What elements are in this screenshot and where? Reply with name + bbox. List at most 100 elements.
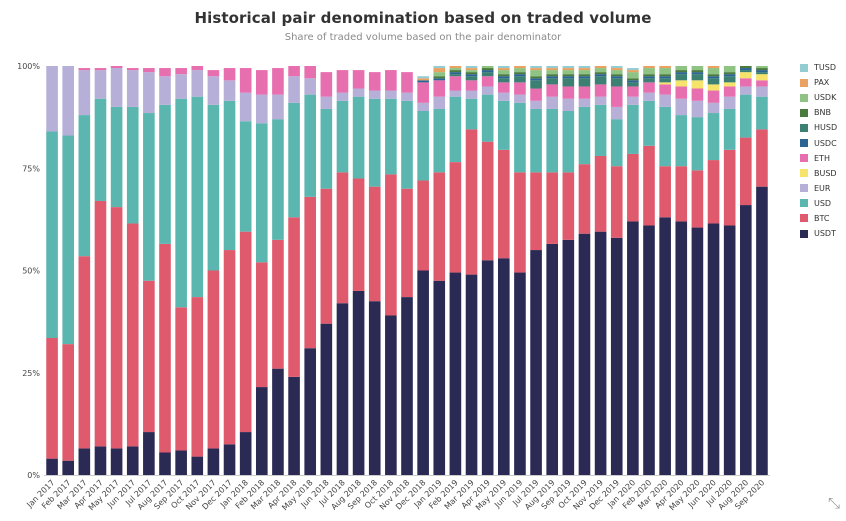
bar-segment-usd[interactable] (320, 108, 333, 189)
bar-segment-usd[interactable] (159, 104, 171, 244)
bar-segment-usdt[interactable] (433, 280, 446, 475)
bar-segment-eur[interactable] (417, 102, 429, 111)
bar-segment-usdt[interactable] (368, 301, 381, 475)
legend-item-pax[interactable]: PAX (800, 75, 844, 90)
bar-segment-usdk[interactable] (530, 70, 542, 77)
bar-segment-pax[interactable] (449, 66, 462, 69)
bar-segment-usdt[interactable] (723, 225, 736, 475)
legend-item-husd[interactable]: HUSD (800, 120, 844, 135)
bar-segment-usdk[interactable] (497, 70, 510, 75)
bar-segment-busd[interactable] (756, 74, 768, 81)
bar-segment-btc[interactable] (514, 172, 526, 273)
bar-segment-usdt[interactable] (320, 323, 333, 475)
bar-segment-usdc[interactable] (691, 72, 704, 75)
bar-segment-usdt[interactable] (110, 448, 123, 475)
bar-segment-btc[interactable] (159, 243, 171, 453)
bar-segment-usdc[interactable] (530, 78, 542, 81)
bar-segment-tusd[interactable] (433, 66, 446, 69)
bar-segment-btc[interactable] (336, 172, 349, 304)
bar-segment-btc[interactable] (723, 149, 736, 226)
bar-segment-eth[interactable] (610, 86, 623, 107)
bar-segment-husd[interactable] (546, 78, 559, 85)
bar-segment-eth[interactable] (255, 70, 268, 95)
bar-segment-eur[interactable] (255, 94, 268, 124)
bar-segment-usd[interactable] (401, 100, 413, 189)
bar-segment-btc[interactable] (578, 164, 591, 234)
bar-segment-btc[interactable] (110, 207, 123, 449)
bar-segment-usdt[interactable] (272, 368, 284, 475)
bar-segment-usd[interactable] (465, 98, 478, 130)
bar-segment-bnb[interactable] (514, 72, 526, 75)
bar-segment-usd[interactable] (449, 96, 462, 163)
bar-segment-eur[interactable] (449, 90, 462, 97)
bar-segment-eth[interactable] (723, 86, 736, 97)
bar-segment-husd[interactable] (675, 74, 688, 81)
bar-segment-usdt[interactable] (530, 250, 542, 475)
bar-segment-usdt[interactable] (223, 444, 236, 475)
bar-segment-btc[interactable] (191, 297, 204, 457)
bar-segment-btc[interactable] (497, 149, 510, 259)
bar-segment-pax[interactable] (627, 70, 639, 73)
bar-segment-pax[interactable] (417, 78, 429, 81)
bar-segment-tusd[interactable] (546, 66, 559, 69)
bar-segment-eth[interactable] (562, 86, 575, 99)
bar-segment-usd[interactable] (756, 96, 768, 130)
bar-segment-usdt[interactable] (255, 387, 268, 475)
bar-segment-busd[interactable] (675, 80, 688, 87)
bar-segment-eth[interactable] (739, 78, 752, 87)
bar-segment-usdt[interactable] (627, 221, 639, 475)
bar-segment-bnb[interactable] (562, 74, 575, 77)
bar-segment-btc[interactable] (175, 307, 187, 451)
bar-segment-usdc[interactable] (659, 76, 671, 79)
bar-segment-eth[interactable] (546, 84, 559, 97)
bar-segment-busd[interactable] (659, 82, 671, 85)
bar-segment-btc[interactable] (433, 172, 446, 281)
bar-segment-usdc[interactable] (497, 76, 510, 79)
bar-segment-tusd[interactable] (610, 66, 623, 69)
bar-segment-usd[interactable] (739, 94, 752, 138)
bar-segment-btc[interactable] (610, 166, 623, 238)
bar-segment-usd[interactable] (497, 100, 510, 150)
bar-segment-husd[interactable] (578, 78, 591, 87)
bar-segment-eth[interactable] (659, 84, 671, 95)
bar-segment-husd[interactable] (756, 72, 768, 75)
bar-segment-usdc[interactable] (610, 76, 623, 79)
bar-segment-eur[interactable] (659, 94, 671, 107)
legend-item-usdk[interactable]: USDK (800, 90, 844, 105)
bar-segment-eur[interactable] (191, 70, 204, 97)
bar-segment-eur[interactable] (465, 90, 478, 99)
bar-segment-eth[interactable] (401, 72, 413, 93)
bar-segment-tusd[interactable] (417, 76, 429, 79)
bar-segment-husd[interactable] (723, 76, 736, 83)
bar-segment-usdt[interactable] (514, 272, 526, 475)
bar-segment-busd[interactable] (691, 80, 704, 89)
bar-segment-usdc[interactable] (546, 76, 559, 79)
bar-segment-usdt[interactable] (610, 237, 623, 475)
bar-segment-eth[interactable] (191, 66, 204, 71)
bar-segment-btc[interactable] (94, 200, 107, 447)
bar-segment-eur[interactable] (207, 76, 220, 105)
bar-segment-husd[interactable] (707, 78, 720, 85)
bar-segment-eur[interactable] (159, 76, 171, 105)
bar-segment-eur[interactable] (288, 76, 300, 103)
bar-segment-usd[interactable] (223, 100, 236, 251)
bar-segment-usd[interactable] (368, 98, 381, 187)
bar-segment-btc[interactable] (78, 256, 91, 449)
bar-segment-eth[interactable] (239, 68, 252, 93)
bar-segment-bnb[interactable] (707, 74, 720, 77)
bar-segment-husd[interactable] (530, 80, 542, 89)
bar-segment-bnb[interactable] (578, 74, 591, 77)
bar-segment-pax[interactable] (433, 68, 446, 73)
bar-segment-eth[interactable] (320, 72, 333, 97)
bar-segment-usdt[interactable] (191, 456, 204, 475)
bar-segment-usdk[interactable] (449, 68, 462, 71)
bar-segment-husd[interactable] (449, 74, 462, 77)
bar-segment-usdc[interactable] (514, 74, 526, 77)
bar-segment-eur[interactable] (643, 92, 655, 101)
bar-segment-btc[interactable] (62, 344, 75, 461)
bar-segment-eth[interactable] (514, 82, 526, 95)
bar-segment-bnb[interactable] (497, 74, 510, 77)
bar-segment-usd[interactable] (304, 94, 317, 197)
legend-item-usdt[interactable]: USDT (800, 226, 844, 241)
bar-segment-eur[interactable] (272, 94, 284, 120)
